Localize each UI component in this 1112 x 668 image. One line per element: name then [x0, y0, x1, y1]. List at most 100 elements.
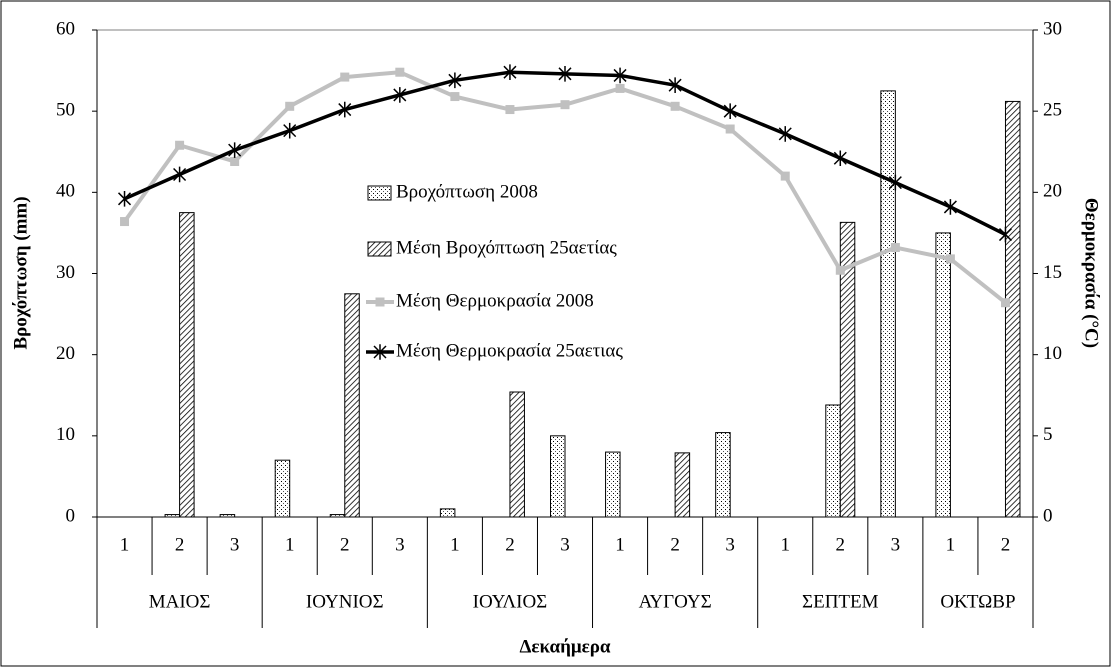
line-marker	[668, 77, 682, 93]
legend-swatch	[367, 241, 392, 257]
bar	[329, 514, 346, 518]
x-group-label: ΑΥΓΟΥΣ	[639, 591, 712, 612]
line-marker	[943, 199, 957, 215]
bar	[674, 452, 691, 518]
legend-marker	[373, 344, 387, 360]
line-marker	[503, 64, 517, 81]
y2-tick-label: 0	[1043, 505, 1053, 526]
x-group-label: ΟΚΤΩΒΡ	[940, 591, 1015, 612]
bar	[509, 391, 525, 518]
legend-bg	[362, 288, 722, 316]
line-marker	[835, 265, 845, 275]
bar	[715, 432, 731, 518]
line-marker	[338, 101, 352, 118]
bar	[550, 435, 566, 518]
line-marker	[945, 254, 955, 264]
line-marker	[175, 140, 185, 150]
x-tick-label: 2	[836, 534, 846, 555]
line-marker	[558, 66, 572, 82]
y2-tick-label: 15	[1043, 262, 1062, 283]
x-group-label: ΣΕΠΤΕΜ	[802, 591, 879, 612]
bar	[274, 459, 291, 518]
line-marker	[613, 67, 627, 84]
bar	[1004, 100, 1021, 518]
line-marker	[998, 226, 1013, 243]
legend-label: Βροχόπτωση 2008	[396, 181, 538, 202]
bar	[344, 293, 360, 518]
line-marker	[228, 142, 242, 158]
x-tick-label: 1	[450, 534, 460, 555]
bar	[439, 508, 456, 518]
bar	[839, 221, 856, 518]
line-marker	[283, 122, 297, 139]
bar	[880, 90, 896, 518]
line-marker	[340, 72, 350, 82]
line-marker	[725, 124, 735, 134]
line-marker	[670, 101, 680, 111]
x-tick-label: 3	[230, 534, 240, 555]
line-marker	[890, 243, 900, 253]
x-tick-label: 1	[285, 534, 295, 555]
x-tick-label: 1	[120, 534, 130, 555]
bar	[935, 232, 951, 518]
line-marker	[888, 174, 902, 191]
x-tick-label: 1	[615, 534, 625, 555]
legend-bg	[362, 235, 722, 263]
bar	[164, 514, 181, 518]
x-tick-label: 2	[1001, 534, 1011, 555]
line-marker	[723, 103, 737, 119]
y-tick-label: 0	[66, 505, 76, 526]
y2-tick-label: 30	[1043, 18, 1062, 39]
line-marker	[1000, 298, 1010, 308]
line-marker	[230, 156, 240, 166]
bar	[179, 212, 195, 518]
x-tick-label: 2	[670, 534, 680, 555]
legend-bg	[362, 179, 722, 207]
line-marker	[833, 150, 847, 167]
x-axis-title: Δεκαήμερα	[519, 636, 610, 657]
x-tick-label: 3	[395, 534, 405, 555]
bar	[825, 404, 841, 518]
y-tick-label: 40	[56, 181, 75, 202]
line-marker	[117, 191, 132, 207]
x-tick-label: 2	[505, 534, 515, 555]
y-tick-label: 20	[56, 343, 75, 364]
bar	[219, 514, 236, 518]
x-tick-label: 2	[340, 534, 350, 555]
line-marker	[173, 166, 187, 183]
y-tick-label: 50	[56, 100, 75, 121]
line-marker	[395, 67, 405, 77]
y2-tick-label: 25	[1043, 100, 1062, 121]
y2-tick-label: 10	[1043, 343, 1062, 364]
y2-tick-label: 5	[1043, 424, 1053, 445]
y2-axis-title: Θερμοκρασία (°C)	[1081, 198, 1102, 348]
line-marker	[285, 101, 295, 111]
legend-label: Μέση Θερμοκρασία 2008	[396, 290, 594, 311]
legend-bg	[362, 338, 722, 366]
x-tick-label: 3	[725, 534, 735, 555]
line-marker	[120, 217, 130, 227]
x-tick-label: 3	[560, 534, 570, 555]
y-axis-title: Βροχόπτωση (mm)	[10, 196, 31, 349]
legend-swatch	[367, 185, 392, 201]
x-tick-label: 2	[175, 534, 185, 555]
x-group-label: ΙΟΥΝΙΟΣ	[306, 591, 384, 612]
line-marker	[393, 87, 407, 103]
line-marker	[615, 83, 625, 93]
x-tick-label: 1	[780, 534, 790, 555]
line-marker	[560, 100, 570, 110]
x-group-label: ΜΑΙΟΣ	[149, 591, 211, 612]
x-group-label: ΙΟΥΛΙΟΣ	[473, 591, 548, 612]
x-tick-label: 3	[891, 534, 901, 555]
y-tick-label: 60	[56, 18, 75, 39]
legend-label: Μέση Θερμοκρασία 25αετιας	[396, 340, 623, 361]
legend-marker	[375, 297, 385, 307]
line-marker	[778, 126, 792, 142]
line-marker	[505, 105, 515, 115]
legend-label: Μέση Βροχόπτωση 25αετίας	[396, 237, 617, 258]
y2-tick-label: 20	[1043, 181, 1062, 202]
y-tick-label: 10	[56, 424, 75, 445]
line-marker	[448, 72, 462, 89]
line-marker	[780, 171, 790, 181]
